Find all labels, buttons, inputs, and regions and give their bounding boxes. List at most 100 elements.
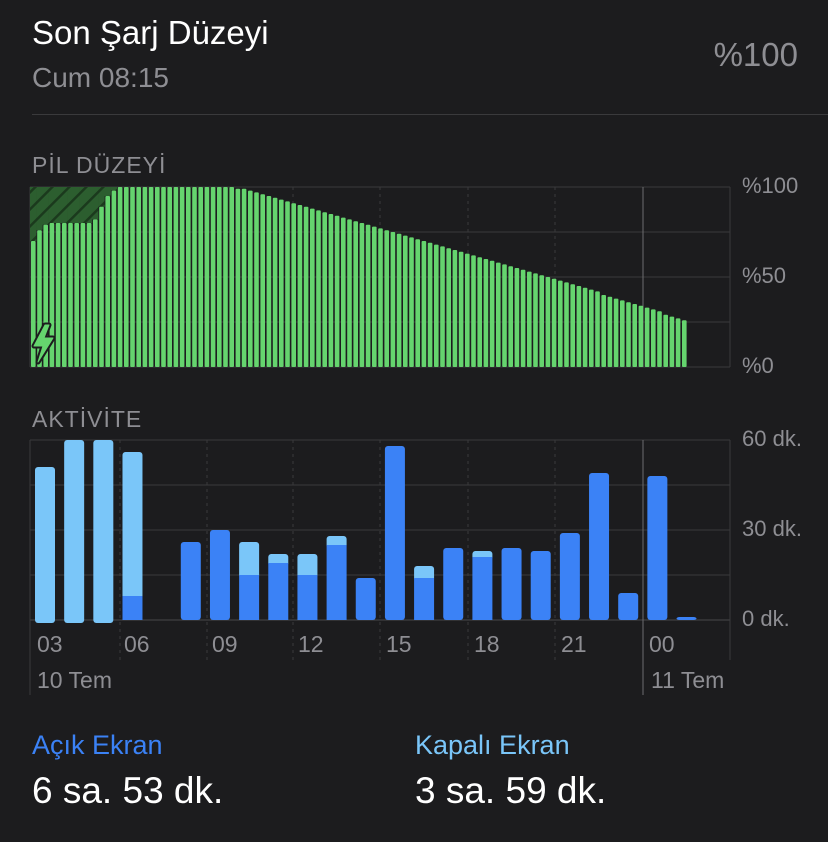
battery-bar <box>322 212 327 367</box>
battery-bar <box>124 187 129 367</box>
battery-bar <box>620 300 625 367</box>
battery-bar <box>93 219 98 367</box>
battery-bar <box>161 187 166 367</box>
battery-bar <box>192 187 197 367</box>
last-charge-time: Cum 08:15 <box>32 62 169 93</box>
battery-bar <box>266 196 272 367</box>
battery-bar <box>223 187 228 367</box>
page-title: Son Şarj Düzeyi <box>32 14 269 51</box>
battery-bar <box>682 320 687 367</box>
battery-bar <box>303 206 309 367</box>
screen-on-label: Açık Ekran <box>32 730 163 760</box>
battery-bar <box>328 214 334 367</box>
battery-bar <box>570 284 575 367</box>
screen-on-value: 6 sa. 53 dk. <box>32 770 224 811</box>
battery-bar <box>434 244 439 367</box>
battery-bar <box>527 271 532 367</box>
battery-bar <box>421 241 427 367</box>
battery-bar <box>452 250 458 367</box>
battery-bar <box>657 311 662 367</box>
battery-bar <box>260 194 265 367</box>
battery-bar <box>254 192 259 367</box>
battery-bar <box>514 268 520 367</box>
battery-bar <box>663 314 668 367</box>
battery-bar <box>582 287 588 367</box>
battery-bar <box>179 187 185 367</box>
charging-region <box>92 187 99 220</box>
battery-bar <box>607 296 613 367</box>
battery-bar <box>669 316 675 367</box>
battery-bar <box>632 304 637 367</box>
charging-region <box>85 187 93 223</box>
battery-percent: %100 <box>713 36 798 73</box>
battery-bar <box>86 223 92 367</box>
battery-bar <box>31 241 36 367</box>
battery-bar <box>372 226 377 367</box>
battery-bar <box>638 305 644 367</box>
battery-bar <box>595 291 600 367</box>
battery-bar <box>489 260 495 367</box>
battery-bar <box>49 223 55 367</box>
battery-bar <box>359 223 365 367</box>
battery-bar <box>55 223 61 367</box>
battery-level-label: PİL DÜZEYİ <box>32 152 167 178</box>
battery-bar <box>589 289 594 367</box>
charging-bolt-icon <box>31 322 56 365</box>
battery-bar <box>62 223 67 367</box>
battery-bar <box>390 232 396 367</box>
battery-bar <box>105 196 110 367</box>
battery-bar <box>272 197 278 367</box>
battery-bar <box>353 221 358 367</box>
battery-bar <box>130 187 135 367</box>
battery-bar <box>378 228 383 367</box>
battery-bar <box>626 302 631 367</box>
battery-bar <box>204 187 210 367</box>
battery-bar <box>68 223 73 367</box>
battery-bar <box>601 295 606 367</box>
battery-bar <box>291 203 296 367</box>
battery-bar <box>341 217 346 367</box>
battery-bar <box>508 266 513 367</box>
battery-bar <box>520 269 526 367</box>
charging-region <box>67 187 74 223</box>
battery-bar <box>545 277 551 367</box>
battery-bar <box>471 255 476 367</box>
charging-region <box>48 187 55 223</box>
battery-bar <box>558 280 563 367</box>
battery-bar <box>235 188 241 367</box>
battery-bar <box>365 224 371 367</box>
battery-bar <box>465 253 470 367</box>
battery-bar <box>155 187 160 367</box>
battery-bar <box>384 230 389 367</box>
battery-bar <box>111 190 117 367</box>
battery-bar <box>551 278 557 367</box>
charging-region <box>30 187 37 241</box>
screen-off-label: Kapalı Ekran <box>415 730 570 760</box>
charging-region <box>110 187 117 191</box>
charging-region <box>36 187 43 231</box>
battery-bar <box>297 205 303 367</box>
battery-bar <box>99 206 104 367</box>
battery-bar <box>502 264 507 367</box>
battery-bar <box>248 190 253 367</box>
battery-bar <box>217 187 222 367</box>
battery-bar <box>173 187 179 367</box>
charging-region <box>42 187 49 225</box>
battery-bar <box>198 187 203 367</box>
battery-bar <box>285 201 290 367</box>
battery-bar <box>576 286 582 367</box>
charging-region <box>98 187 105 207</box>
battery-bar <box>564 282 569 367</box>
battery-bar <box>427 242 433 367</box>
battery-bar <box>148 187 154 367</box>
battery-bar <box>334 215 340 367</box>
charging-region <box>79 187 86 223</box>
battery-bar <box>477 257 482 367</box>
battery-bar <box>409 237 414 367</box>
battery-bar <box>347 219 352 367</box>
battery-bar <box>651 309 656 367</box>
divider <box>32 114 828 115</box>
battery-bar <box>446 248 451 367</box>
battery-bar <box>186 187 191 367</box>
